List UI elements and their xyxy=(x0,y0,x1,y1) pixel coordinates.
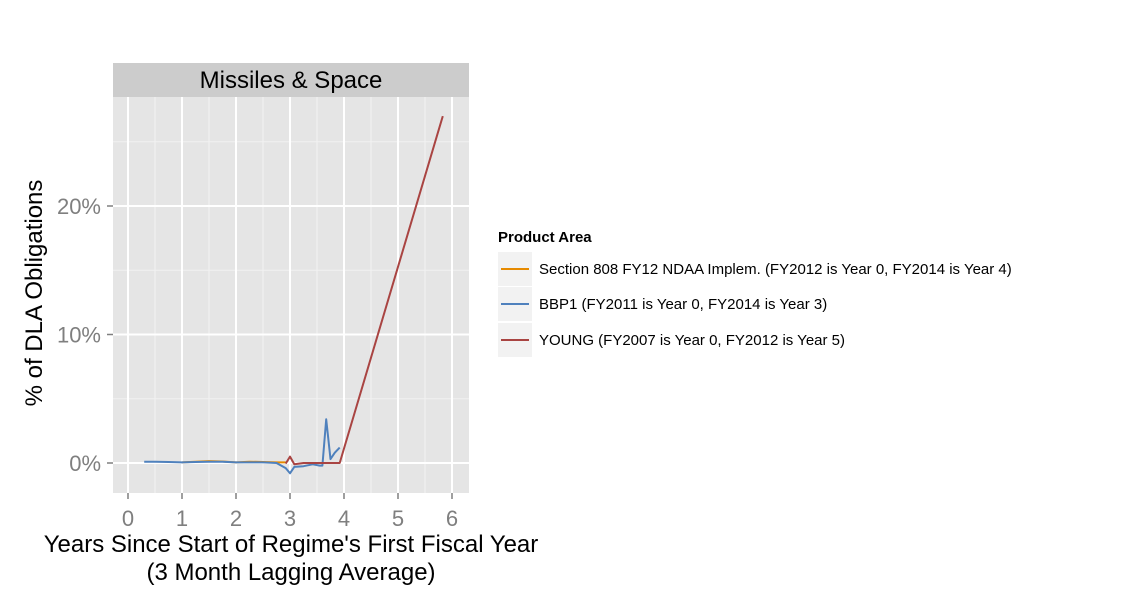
legend-title: Product Area xyxy=(498,229,592,246)
y-axis: 0% 10% 20% xyxy=(57,194,113,476)
y-tick-label: 20% xyxy=(57,194,101,219)
facet-title: Missiles & Space xyxy=(200,67,383,94)
series-line-1 xyxy=(144,418,341,475)
series-lines xyxy=(144,115,444,475)
x-tick-label: 1 xyxy=(176,506,188,531)
legend-label: BBP1 (FY2011 is Year 0, FY2014 is Year 3… xyxy=(539,296,827,313)
y-axis-title: % of DLA Obligations xyxy=(21,180,48,407)
x-axis: 0 1 2 3 4 5 6 xyxy=(122,493,458,531)
x-tick-label: 4 xyxy=(338,506,350,531)
grid-major xyxy=(113,97,469,493)
x-tick-label: 6 xyxy=(446,506,458,531)
y-tick-label: 10% xyxy=(57,323,101,348)
series-line-2 xyxy=(284,115,444,466)
x-tick-label: 0 xyxy=(122,506,134,531)
legend: Section 808 FY12 NDAA Implem. (FY2012 is… xyxy=(498,252,1012,357)
x-tick-label: 2 xyxy=(230,506,242,531)
x-axis-title-line2: (3 Month Lagging Average) xyxy=(146,559,435,586)
facet-strip xyxy=(113,63,469,97)
y-tick-label: 0% xyxy=(69,451,101,476)
x-tick-label: 3 xyxy=(284,506,296,531)
x-axis-title-line1: Years Since Start of Regime's First Fisc… xyxy=(44,531,539,558)
legend-label: YOUNG (FY2007 is Year 0, FY2012 is Year … xyxy=(539,332,845,349)
x-tick-label: 5 xyxy=(392,506,404,531)
legend-label: Section 808 FY12 NDAA Implem. (FY2012 is… xyxy=(539,261,1012,278)
